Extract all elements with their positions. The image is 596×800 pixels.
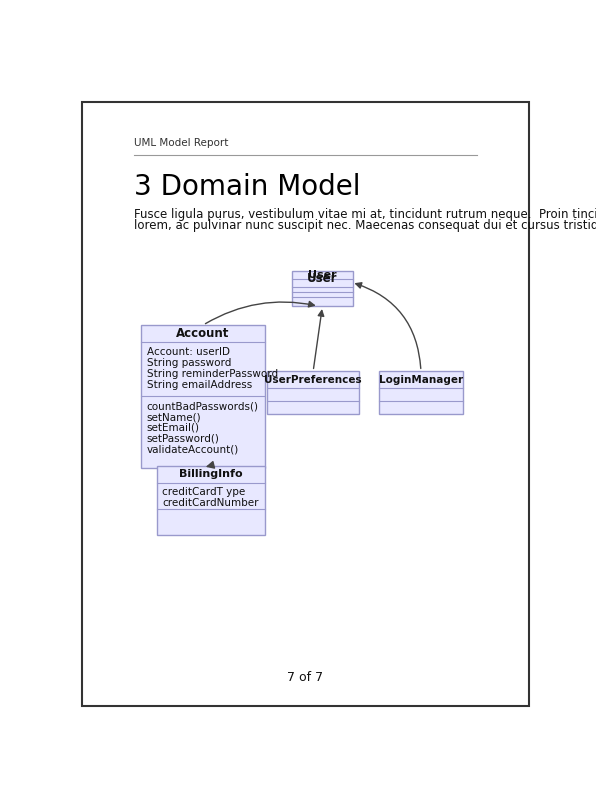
Text: UML Model Report: UML Model Report: [134, 138, 228, 148]
Text: String reminderPassword: String reminderPassword: [147, 369, 278, 379]
Text: 7 of 7: 7 of 7: [287, 670, 324, 683]
Text: Fusce ligula purus, vestibulum vitae mi at, tincidunt rutrum neque.  Proin tinci: Fusce ligula purus, vestibulum vitae mi …: [134, 208, 596, 221]
Text: Account: Account: [176, 327, 229, 340]
Text: String emailAddress: String emailAddress: [147, 380, 252, 390]
Text: setName(): setName(): [147, 412, 201, 422]
Bar: [141, 325, 265, 467]
Text: creditCardT ype: creditCardT ype: [162, 487, 246, 497]
Text: BillingInfo: BillingInfo: [179, 469, 243, 479]
Text: countBadPasswords(): countBadPasswords(): [147, 402, 259, 411]
Bar: [291, 270, 353, 306]
Text: User: User: [308, 270, 337, 280]
Text: User: User: [307, 272, 338, 285]
Bar: [157, 466, 265, 535]
Bar: [267, 371, 359, 414]
Text: UserPreferences: UserPreferences: [265, 374, 362, 385]
Text: validateAccount(): validateAccount(): [147, 445, 239, 454]
Text: 3 Domain Model: 3 Domain Model: [134, 173, 360, 201]
Text: Account: userID: Account: userID: [147, 347, 230, 358]
Bar: [378, 371, 463, 414]
Text: lorem, ac pulvinar nunc suscipit nec. Maecenas consequat dui et cursus tristique: lorem, ac pulvinar nunc suscipit nec. Ma…: [134, 219, 596, 232]
Text: setPassword(): setPassword(): [147, 434, 220, 444]
Text: LoginManager: LoginManager: [379, 374, 463, 385]
Text: String password: String password: [147, 358, 231, 368]
Text: setEmail(): setEmail(): [147, 423, 200, 433]
Text: creditCardNumber: creditCardNumber: [162, 498, 259, 508]
